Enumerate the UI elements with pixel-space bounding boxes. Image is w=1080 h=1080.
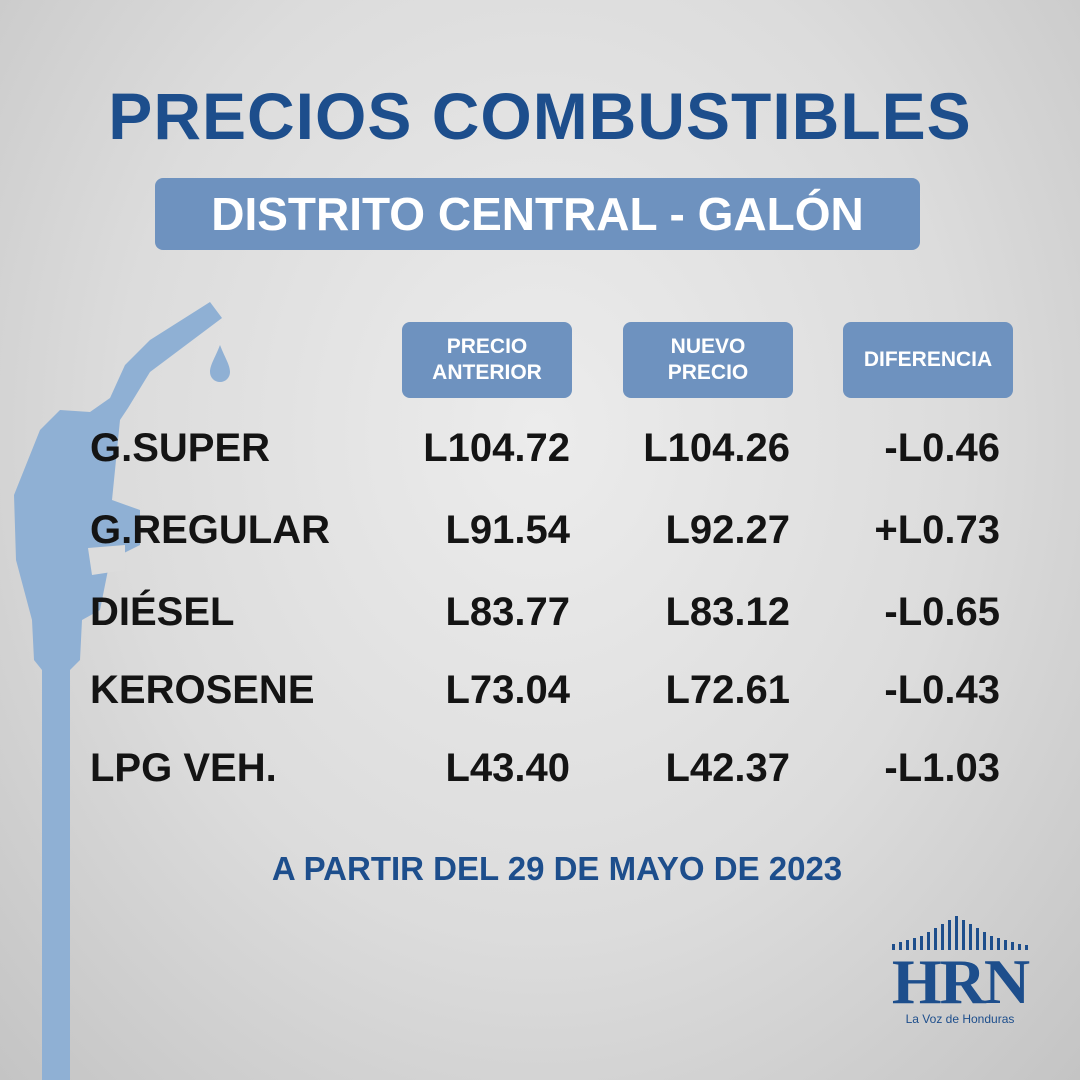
logo-bar <box>1025 945 1028 950</box>
price-cell: L72.61 <box>665 668 790 712</box>
logo-bar <box>1011 942 1014 950</box>
logo-bar <box>962 920 965 950</box>
row-label: G.SUPER <box>90 426 271 470</box>
column-header-line: NUEVO <box>670 335 746 358</box>
column-header: NUEVO PRECIO <box>623 322 793 398</box>
column-header-line: ANTERIOR <box>432 361 542 384</box>
logo-bar <box>906 940 909 950</box>
logo-bar <box>983 932 986 950</box>
price-cell: L42.37 <box>665 746 790 790</box>
price-cell: L73.04 <box>445 668 570 712</box>
column-header-line: DIFERENCIA <box>863 348 993 371</box>
row-label: KEROSENE <box>90 668 315 712</box>
logo-bar <box>1004 940 1007 950</box>
row-label: G.REGULAR <box>90 508 330 552</box>
logo-bar <box>934 928 937 950</box>
price-cell: L43.40 <box>445 746 570 790</box>
footer: A PARTIR DEL 29 DE MAYO DE 2023 <box>271 850 843 887</box>
column-header-line: PRECIO <box>446 335 528 358</box>
price-cell: L91.54 <box>445 508 570 552</box>
price-cell: L83.77 <box>445 590 570 634</box>
logo-bar <box>948 920 951 950</box>
subtitle: DISTRITO CENTRAL - GALÓN <box>155 178 920 250</box>
row-label: DIÉSEL <box>90 590 235 634</box>
fuel-pump-icon <box>14 302 230 1080</box>
logo-bar <box>899 942 902 950</box>
logo-bar <box>990 936 993 950</box>
row-label: LPG VEH. <box>90 746 277 790</box>
logo-bar <box>941 924 944 950</box>
price-cell: +L0.73 <box>874 508 1000 552</box>
logo-bar <box>1018 944 1021 950</box>
column-header: PRECIO ANTERIOR <box>402 322 572 398</box>
price-cell: -L0.65 <box>884 590 1000 634</box>
title: PRECIOS COMBUSTIBLES <box>108 79 972 153</box>
price-cell: L104.26 <box>643 426 790 470</box>
logo-name: HRN <box>891 946 1030 1017</box>
price-cell: -L0.46 <box>884 426 1000 470</box>
price-cell: L104.72 <box>423 426 570 470</box>
logo-bar <box>892 944 895 950</box>
price-cell: -L0.43 <box>884 668 1000 712</box>
logo-bar <box>927 932 930 950</box>
price-cell: -L1.03 <box>884 746 1000 790</box>
logo-bar <box>920 936 923 950</box>
logo-bar <box>955 916 958 950</box>
column-header-line: PRECIO <box>667 361 749 384</box>
logo-bars <box>892 916 1028 950</box>
price-cell: L83.12 <box>665 590 790 634</box>
logo-bar <box>913 938 916 950</box>
logo-bar <box>976 928 979 950</box>
price-cell: L92.27 <box>665 508 790 552</box>
logo-bar <box>969 924 972 950</box>
logo-tagline: La Voz de Honduras <box>905 1012 1015 1026</box>
column-header: DIFERENCIA <box>843 322 1013 398</box>
logo-bar <box>997 938 1000 950</box>
